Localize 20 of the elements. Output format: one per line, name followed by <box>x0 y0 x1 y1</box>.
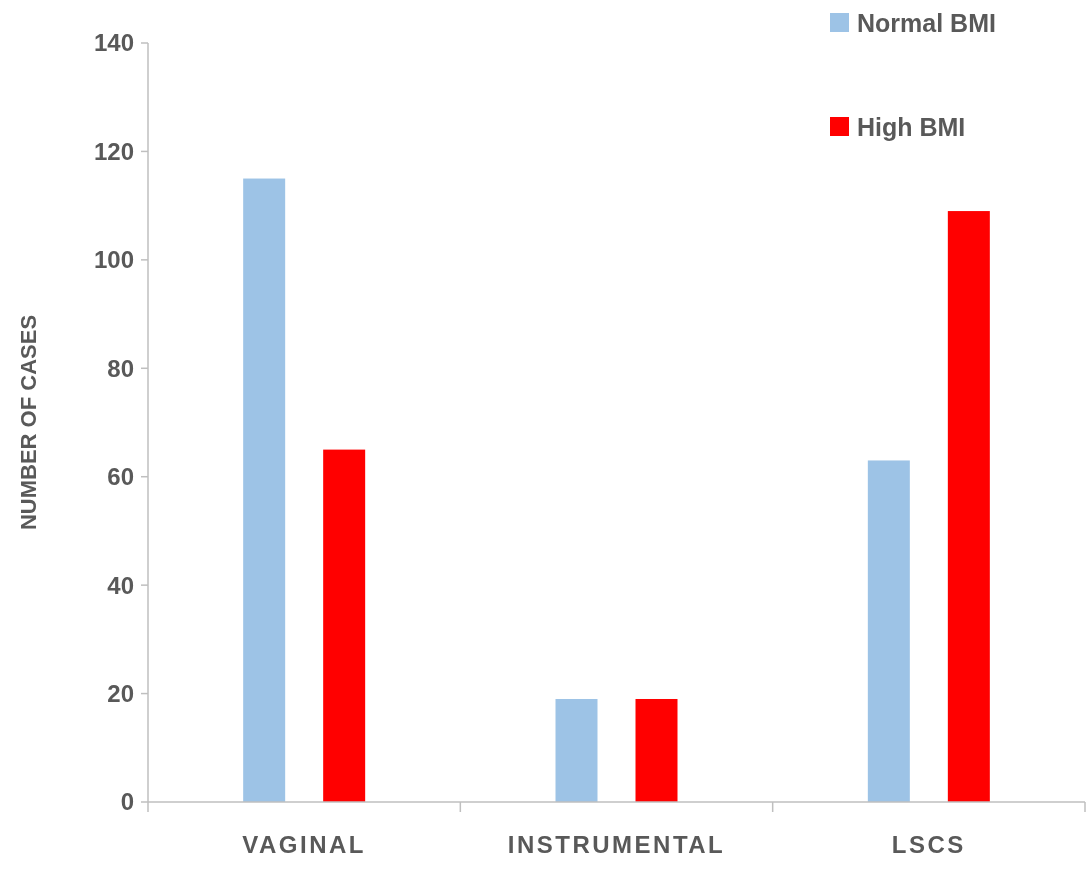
y-tick-label: 0 <box>120 788 134 816</box>
y-tick-label: 60 <box>107 463 134 491</box>
legend-label: High BMI <box>857 112 966 141</box>
y-tick-label: 140 <box>93 29 134 57</box>
y-tick-label: 40 <box>107 571 134 599</box>
bar <box>243 178 286 802</box>
y-axis-title: NUMBER OF CASES <box>16 314 41 531</box>
legend-label: Normal BMI <box>857 8 996 37</box>
y-tick-label: 120 <box>93 137 134 165</box>
bar <box>947 211 990 802</box>
bar <box>867 460 910 802</box>
x-tick-label: LSCS <box>891 831 966 858</box>
x-tick-label: INSTRUMENTAL <box>507 831 726 858</box>
y-tick-label: 20 <box>107 679 134 707</box>
y-tick-label: 100 <box>93 246 134 274</box>
bar <box>635 698 678 802</box>
y-tick-label: 80 <box>107 354 134 382</box>
bar <box>323 449 366 802</box>
bar <box>555 698 598 802</box>
x-tick-label: VAGINAL <box>242 831 367 858</box>
